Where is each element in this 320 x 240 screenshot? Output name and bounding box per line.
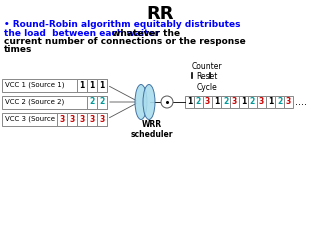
- Text: VCC 2 (Source 2): VCC 2 (Source 2): [5, 99, 64, 105]
- Text: 1: 1: [241, 97, 246, 107]
- Text: 1: 1: [89, 80, 95, 90]
- Text: 2: 2: [223, 97, 228, 107]
- Text: 3: 3: [232, 97, 237, 107]
- Text: 3: 3: [69, 114, 75, 124]
- Text: 3: 3: [205, 97, 210, 107]
- Bar: [77, 113, 87, 126]
- Text: 3: 3: [286, 97, 291, 107]
- Text: 2: 2: [100, 97, 105, 107]
- Text: the load  between each waiter: the load between each waiter: [4, 29, 165, 37]
- Text: 3: 3: [79, 114, 84, 124]
- Bar: [221, 96, 230, 108]
- Text: WRR
scheduler: WRR scheduler: [131, 120, 173, 139]
- Bar: [275, 96, 284, 108]
- Text: 2: 2: [89, 97, 95, 107]
- Text: 1: 1: [100, 80, 105, 90]
- Text: RR: RR: [146, 5, 174, 23]
- Text: 2: 2: [277, 97, 282, 107]
- Text: 1: 1: [79, 80, 84, 90]
- Text: 1: 1: [187, 97, 192, 107]
- Text: 2: 2: [196, 97, 201, 107]
- Bar: [230, 96, 239, 108]
- Bar: [87, 96, 97, 108]
- Text: 3: 3: [259, 97, 264, 107]
- Text: 3: 3: [89, 114, 95, 124]
- Circle shape: [161, 96, 173, 108]
- Bar: [2, 78, 107, 91]
- Text: VCC 1 (Source 1): VCC 1 (Source 1): [5, 82, 65, 88]
- Text: 2: 2: [250, 97, 255, 107]
- Text: ....: ....: [295, 97, 307, 107]
- Text: 3: 3: [60, 114, 65, 124]
- Text: Counter
Reset
Cycle: Counter Reset Cycle: [192, 62, 222, 92]
- Bar: [97, 78, 107, 91]
- Bar: [87, 78, 97, 91]
- Text: current number of connections or the response: current number of connections or the res…: [4, 37, 246, 46]
- Text: whatever the: whatever the: [112, 29, 180, 37]
- Bar: [97, 96, 107, 108]
- Bar: [248, 96, 257, 108]
- Text: VCC 3 (Source 3): VCC 3 (Source 3): [5, 116, 65, 122]
- Bar: [2, 113, 107, 126]
- Bar: [97, 113, 107, 126]
- Text: 3: 3: [100, 114, 105, 124]
- Bar: [212, 96, 221, 108]
- Text: • Round-Robin algorithm equitably distributes: • Round-Robin algorithm equitably distri…: [4, 20, 241, 29]
- Text: 1: 1: [268, 97, 273, 107]
- Bar: [266, 96, 275, 108]
- Text: times: times: [4, 46, 32, 54]
- Bar: [284, 96, 293, 108]
- Bar: [87, 113, 97, 126]
- Bar: [2, 96, 107, 108]
- Bar: [194, 96, 203, 108]
- Ellipse shape: [143, 84, 155, 120]
- Ellipse shape: [135, 84, 147, 120]
- Bar: [257, 96, 266, 108]
- Bar: [67, 113, 77, 126]
- Bar: [203, 96, 212, 108]
- Bar: [185, 96, 194, 108]
- Bar: [77, 78, 87, 91]
- Bar: [239, 96, 248, 108]
- Bar: [57, 113, 67, 126]
- Text: 1: 1: [214, 97, 219, 107]
